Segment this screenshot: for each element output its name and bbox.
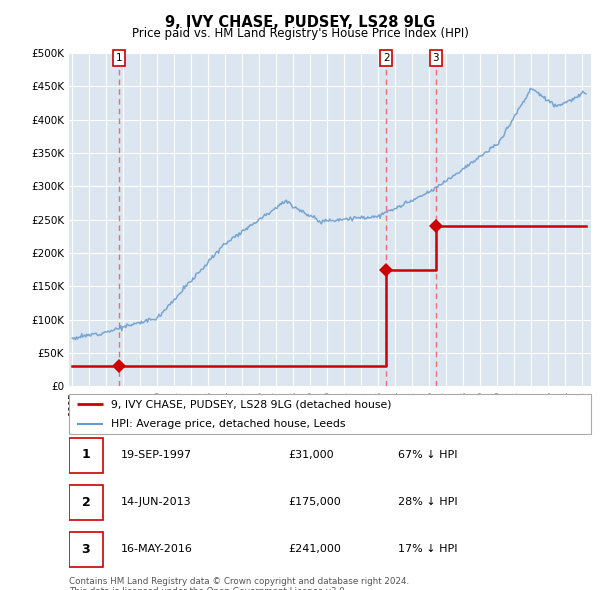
Text: 3: 3	[433, 53, 439, 63]
Text: £175,000: £175,000	[288, 497, 341, 507]
Text: HPI: Average price, detached house, Leeds: HPI: Average price, detached house, Leed…	[111, 419, 345, 428]
FancyBboxPatch shape	[69, 438, 103, 473]
Text: 2: 2	[383, 53, 389, 63]
Text: 3: 3	[82, 543, 90, 556]
Text: 17% ↓ HPI: 17% ↓ HPI	[398, 545, 457, 554]
Text: 19-SEP-1997: 19-SEP-1997	[121, 450, 193, 460]
Text: Price paid vs. HM Land Registry's House Price Index (HPI): Price paid vs. HM Land Registry's House …	[131, 27, 469, 40]
Text: Contains HM Land Registry data © Crown copyright and database right 2024.
This d: Contains HM Land Registry data © Crown c…	[69, 577, 409, 590]
Text: £241,000: £241,000	[288, 545, 341, 554]
Text: 1: 1	[82, 448, 91, 461]
Text: 14-JUN-2013: 14-JUN-2013	[121, 497, 192, 507]
FancyBboxPatch shape	[69, 532, 103, 568]
Text: 9, IVY CHASE, PUDSEY, LS28 9LG: 9, IVY CHASE, PUDSEY, LS28 9LG	[165, 15, 435, 30]
Text: 9, IVY CHASE, PUDSEY, LS28 9LG (detached house): 9, IVY CHASE, PUDSEY, LS28 9LG (detached…	[111, 399, 391, 409]
Text: £31,000: £31,000	[288, 450, 334, 460]
FancyBboxPatch shape	[69, 485, 103, 520]
Text: 67% ↓ HPI: 67% ↓ HPI	[398, 450, 457, 460]
Text: 2: 2	[82, 496, 91, 509]
Text: 28% ↓ HPI: 28% ↓ HPI	[398, 497, 457, 507]
FancyBboxPatch shape	[69, 394, 591, 434]
Text: 16-MAY-2016: 16-MAY-2016	[121, 545, 193, 554]
Text: 1: 1	[115, 53, 122, 63]
